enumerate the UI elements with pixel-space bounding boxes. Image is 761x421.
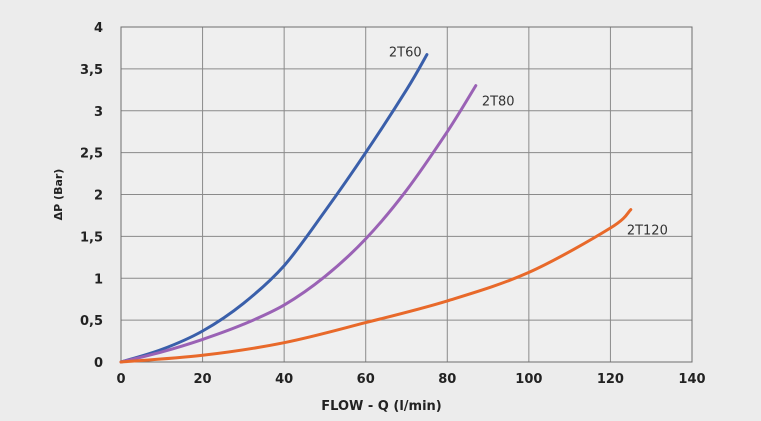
series-label-2t80: 2T80: [482, 95, 515, 110]
x-tick-label: 40: [275, 372, 293, 387]
y-tick-label: 0,5: [80, 314, 103, 329]
x-tick-label: 20: [194, 372, 212, 387]
y-axis-title: ΔP (Bar): [52, 169, 65, 221]
y-tick-label: 2: [94, 189, 103, 204]
y-tick-label: 0: [94, 356, 103, 371]
y-tick-label: 2,5: [80, 147, 103, 162]
y-tick-labels: 0 0,5 1 1,5 2 2,5 3 3,5 4: [80, 21, 103, 371]
plot-frame: [120, 26, 693, 363]
series-line-2t120: [119, 208, 633, 364]
x-tick-label: 80: [438, 372, 456, 387]
y-tick-label: 4: [94, 21, 103, 36]
series-line-2t80: [119, 84, 478, 364]
y-tick-label: 1: [94, 272, 103, 287]
y-tick-label: 3: [94, 105, 103, 120]
y-tick-label: 3,5: [80, 63, 103, 78]
x-tick-label: 140: [678, 372, 705, 387]
series-labels: 2T60 2T80 2T120: [389, 46, 668, 239]
series-line-2t60: [119, 53, 429, 364]
series-lines: [119, 53, 633, 364]
x-tick-label: 0: [116, 372, 125, 387]
series-label-2t60: 2T60: [389, 46, 422, 61]
y-tick-label: 1,5: [80, 230, 103, 245]
series-label-2t120: 2T120: [627, 224, 668, 239]
x-tick-labels: 0 20 40 60 80 100 120 140: [116, 372, 705, 387]
x-axis-title: FLOW - Q (l/min): [321, 399, 441, 414]
x-tick-label: 120: [597, 372, 624, 387]
x-tick-label: 100: [515, 372, 542, 387]
x-tick-label: 60: [357, 372, 375, 387]
